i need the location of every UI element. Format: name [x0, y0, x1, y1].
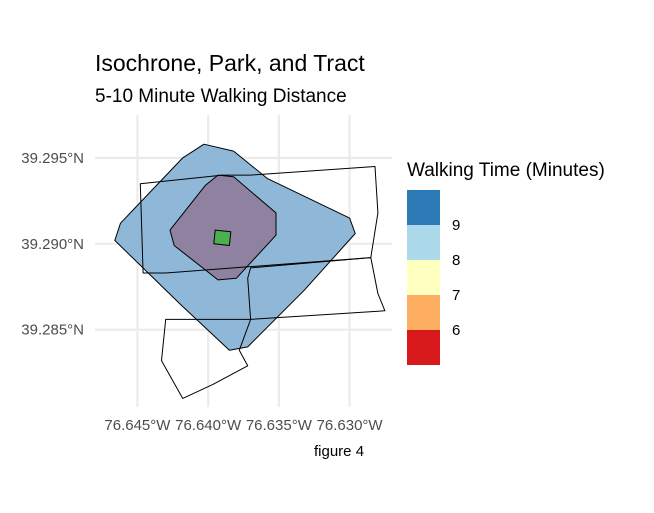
chart-subtitle: 5-10 Minute Walking Distance — [95, 86, 347, 107]
y-tick-label-2: 39.285°N — [21, 322, 84, 339]
legend-title: Walking Time (Minutes) — [407, 160, 605, 181]
x-tick-label-2: 76.635°W — [246, 417, 313, 434]
x-axis-ticks: 76.645°W 76.640°W 76.635°W 76.630°W — [104, 417, 383, 434]
tract-north-polygon — [139, 166, 379, 274]
x-tick-label-0: 76.645°W — [104, 417, 171, 434]
y-tick-label-1: 39.290°N — [21, 236, 84, 253]
legend-key-0 — [407, 190, 440, 225]
isochrone-5min-polygon — [169, 174, 277, 281]
x-tick-label-1: 76.640°W — [175, 417, 242, 434]
x-tick-label-3: 76.630°W — [317, 417, 384, 434]
tract-east-polygon — [247, 257, 386, 320]
tract-south-polygon — [161, 318, 252, 399]
legend-label-3: 6 — [452, 322, 460, 339]
legend-key-4 — [407, 330, 440, 365]
legend-keys: 9 8 7 6 — [407, 190, 460, 365]
chart-title: Isochrone, Park, and Tract — [95, 50, 365, 76]
legend-label-1: 8 — [452, 252, 460, 269]
legend-key-2 — [407, 260, 440, 295]
legend-key-1 — [407, 225, 440, 260]
legend-key-3 — [407, 295, 440, 330]
map-layers — [114, 143, 386, 399]
park-polygon — [213, 229, 232, 246]
y-axis-ticks: 39.295°N 39.290°N 39.285°N — [21, 150, 84, 339]
y-tick-label-0: 39.295°N — [21, 150, 84, 167]
figure-caption: figure 4 — [314, 443, 365, 460]
legend-label-2: 7 — [452, 287, 460, 304]
legend-label-0: 9 — [452, 217, 460, 234]
